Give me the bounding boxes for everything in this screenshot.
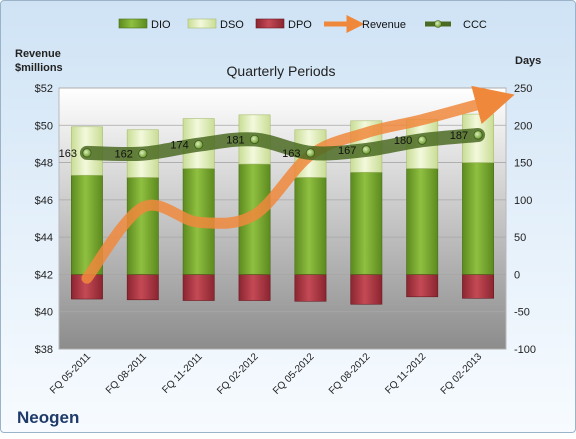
category-label: FQ 05-2012 <box>271 351 317 397</box>
ccc-data-label: 174 <box>170 140 188 152</box>
ccc-point <box>361 145 371 155</box>
right-tick-label: -100 <box>514 344 536 356</box>
ccc-point <box>194 140 204 150</box>
left-tick-label: $46 <box>35 195 53 207</box>
bar-dpo <box>126 274 159 301</box>
ccc-point <box>473 130 483 140</box>
bar-dio <box>462 162 495 275</box>
ccc-data-label: 180 <box>394 135 412 147</box>
category-label: FQ 08-2011 <box>104 351 149 396</box>
legend-swatch-dpo <box>255 18 285 29</box>
bar-dpo <box>350 274 383 305</box>
category-label: FQ 02-2013 <box>439 351 485 397</box>
legend-marker-ccc <box>434 20 442 28</box>
right-tick-label: 100 <box>514 195 532 207</box>
bar-dio <box>126 177 159 275</box>
bar-dio <box>350 171 383 275</box>
right-tick-label: 250 <box>514 83 532 95</box>
ccc-data-label: 167 <box>338 145 356 157</box>
bar-dpo <box>294 274 327 302</box>
right-tick-label: 0 <box>514 269 520 281</box>
bar-dpo <box>238 274 271 301</box>
company-name: Neogen <box>17 408 79 427</box>
ccc-series: 163 162 174 181 163 167 180 187 <box>59 127 486 162</box>
ccc-data-label: 187 <box>450 130 468 142</box>
ccc-point <box>249 134 260 145</box>
left-tick-label: $44 <box>35 232 53 244</box>
category-label: FQ 08-2012 <box>327 351 373 397</box>
ccc-data-label: 163 <box>282 148 300 160</box>
right-tick-label: 150 <box>514 158 532 170</box>
ccc-point <box>417 135 427 145</box>
right-tick-label: 200 <box>514 120 532 132</box>
left-axis-label-line1: Revenue <box>15 48 61 60</box>
category-label: FQ 02-2012 <box>215 351 261 397</box>
ccc-point <box>82 148 92 158</box>
bar-dio <box>406 168 439 275</box>
right-tick-label: 50 <box>514 232 526 244</box>
bar-dpo <box>182 274 215 301</box>
ccc-point <box>138 149 148 159</box>
ccc-data-label: 163 <box>59 148 77 160</box>
legend-label-dso: DSO <box>220 19 244 31</box>
left-tick-label: $48 <box>35 158 53 170</box>
category-label: FQ 11-2012 <box>383 351 428 396</box>
left-tick-label: $40 <box>35 307 53 319</box>
bar-dio <box>294 177 327 275</box>
category-label: FQ 11-2011 <box>160 351 205 396</box>
bar-dpo <box>406 274 439 298</box>
legend-label-ccc: CCC <box>463 19 487 31</box>
left-tick-label: $38 <box>35 344 53 356</box>
legend-swatch-dso <box>187 18 217 29</box>
bar-dpo <box>462 274 495 299</box>
left-tick-label: $50 <box>35 120 53 132</box>
legend-label-revenue: Revenue <box>362 19 406 31</box>
left-axis-label-line2: $millions <box>15 62 63 74</box>
chart-title: Quarterly Periods <box>227 63 336 79</box>
ccc-data-label: 162 <box>114 149 132 161</box>
ccc-data-label: 181 <box>226 134 244 146</box>
legend-label-dio: DIO <box>151 19 171 31</box>
left-tick-label: $42 <box>35 269 53 281</box>
right-axis-label: Days <box>515 55 541 67</box>
revenue-series <box>81 85 515 284</box>
left-tick-label: $52 <box>35 83 53 95</box>
revenue-line <box>81 85 515 284</box>
category-label: FQ 05-2011 <box>48 351 93 396</box>
ccc-line <box>79 127 486 162</box>
legend: DIO DSO DPO Revenue CCC <box>118 15 487 33</box>
right-tick-label: -50 <box>514 307 530 319</box>
legend-swatch-dio <box>118 18 148 29</box>
ccc-point <box>305 148 316 158</box>
legend-label-dpo: DPO <box>288 19 312 31</box>
